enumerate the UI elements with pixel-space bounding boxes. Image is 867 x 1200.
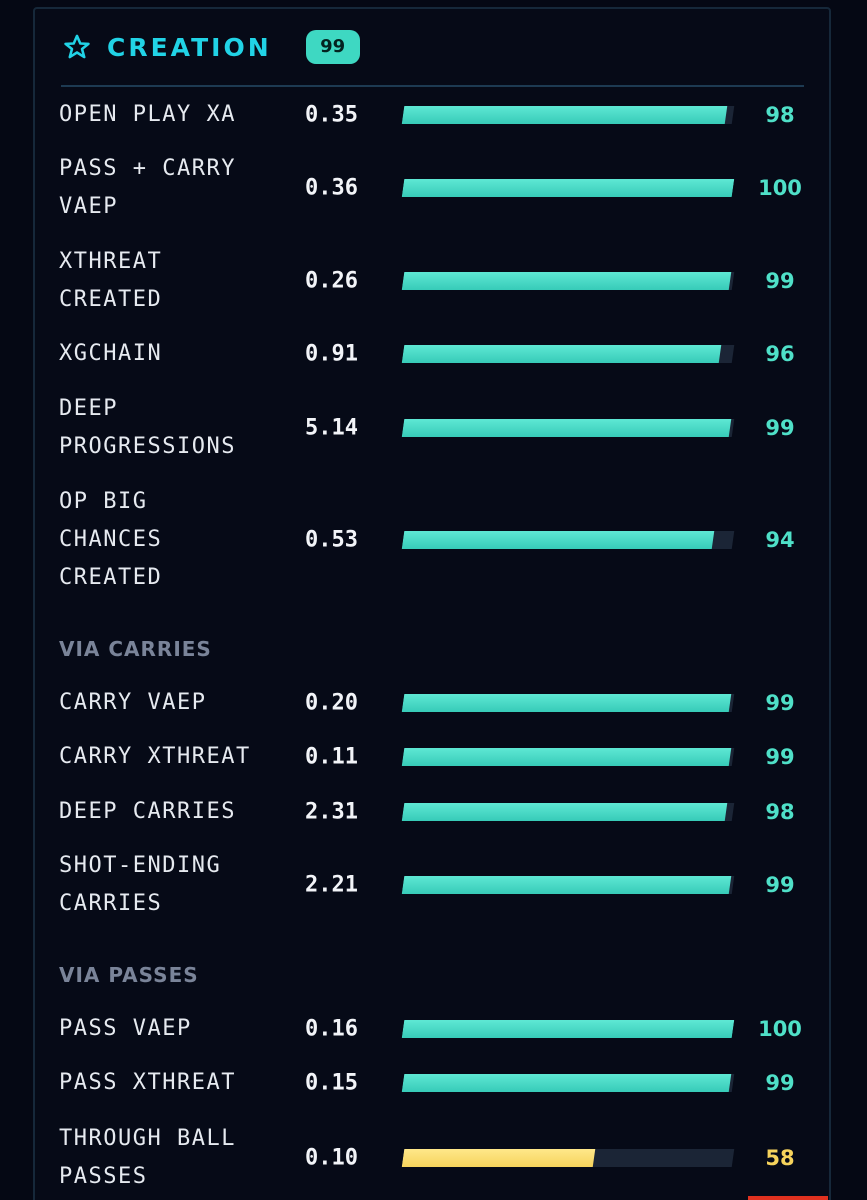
- metric-value: 0.15: [305, 1070, 358, 1096]
- panel-header: CREATION 99: [63, 29, 360, 65]
- metric-label: XGCHAIN: [59, 341, 163, 366]
- percentile-bar: [401, 419, 735, 437]
- header-divider: [61, 85, 804, 87]
- metric-value: 0.11: [305, 744, 358, 770]
- metric-row: XTHREAT CREATED 0.26 99: [0, 243, 867, 319]
- percentile-value: 98: [765, 800, 795, 824]
- percentile-bar-fill: [401, 272, 731, 290]
- metric-label: PASS + CARRY VAEP: [59, 156, 236, 219]
- percentile-bar-fill: [401, 419, 731, 437]
- metric-value: 2.31: [305, 799, 358, 825]
- percentile-bar: [401, 748, 735, 766]
- edge-marker: [748, 1196, 828, 1200]
- metric-value: 0.35: [305, 102, 358, 128]
- percentile-bar-fill: [401, 694, 731, 712]
- percentile-value: 99: [765, 873, 795, 897]
- metric-value: 0.26: [305, 268, 358, 294]
- percentile-value: 100: [758, 176, 802, 200]
- percentile-bar-fill: [401, 803, 728, 821]
- metric-row: XGCHAIN 0.91 96: [0, 335, 867, 373]
- percentile-bar-fill: [401, 531, 715, 549]
- metric-row: THROUGH BALL PASSES 0.10 58: [0, 1120, 867, 1196]
- percentile-value: 58: [765, 1146, 795, 1170]
- star-icon: [63, 32, 93, 62]
- percentile-bar: [401, 531, 735, 549]
- percentile-bar-fill: [401, 106, 728, 124]
- percentile-bar-fill: [401, 1020, 735, 1038]
- metric-row: PASS VAEP 0.16 100: [0, 1010, 867, 1048]
- metric-value: 0.91: [305, 341, 358, 367]
- percentile-bar-fill: [401, 1149, 596, 1167]
- metric-row: OPEN PLAY XA 0.35 98: [0, 96, 867, 134]
- percentile-value: 99: [765, 691, 795, 715]
- metric-value: 2.21: [305, 872, 358, 898]
- metric-label: XTHREAT CREATED: [59, 249, 163, 312]
- percentile-value: 99: [765, 269, 795, 293]
- percentile-bar-fill: [401, 179, 735, 197]
- metric-label: PASS XTHREAT: [59, 1070, 236, 1095]
- percentile-bar: [401, 1020, 735, 1038]
- percentile-value: 99: [765, 416, 795, 440]
- percentile-value: 96: [765, 342, 795, 366]
- percentile-bar: [401, 876, 735, 894]
- percentile-bar: [401, 179, 735, 197]
- metric-label: CARRY XTHREAT: [59, 744, 251, 769]
- metric-row: DEEP PROGRESSIONS 5.14 99: [0, 390, 867, 466]
- metric-value: 0.53: [305, 527, 358, 553]
- section-label-carries: VIA CARRIES: [59, 637, 212, 661]
- percentile-bar-fill: [401, 748, 731, 766]
- metric-row: CARRY XTHREAT 0.11 99: [0, 738, 867, 776]
- percentile-bar: [401, 1149, 735, 1167]
- percentile-bar: [401, 272, 735, 290]
- section-title: CREATION: [107, 32, 272, 62]
- percentile-value: 94: [765, 528, 795, 552]
- metric-value: 0.16: [305, 1016, 358, 1042]
- metric-value: 5.14: [305, 415, 358, 441]
- percentile-bar-fill: [401, 345, 722, 363]
- metric-label: DEEP PROGRESSIONS: [59, 396, 236, 459]
- percentile-bar: [401, 106, 735, 124]
- metric-label: THROUGH BALL PASSES: [59, 1126, 236, 1189]
- percentile-bar-fill: [401, 1074, 731, 1092]
- metric-label: CARRY VAEP: [59, 690, 207, 715]
- metric-row: SHOT-ENDING CARRIES 2.21 99: [0, 847, 867, 923]
- percentile-bar: [401, 694, 735, 712]
- metric-label: SHOT-ENDING CARRIES: [59, 853, 222, 916]
- percentile-value: 100: [758, 1017, 802, 1041]
- percentile-bar: [401, 345, 735, 363]
- percentile-value: 98: [765, 103, 795, 127]
- score-badge: 99: [305, 30, 360, 64]
- percentile-bar: [401, 1074, 735, 1092]
- section-label-passes: VIA PASSES: [59, 963, 199, 987]
- percentile-bar: [401, 803, 735, 821]
- creation-panel: [33, 7, 831, 1200]
- metric-value: 0.20: [305, 690, 358, 716]
- metric-label: DEEP CARRIES: [59, 799, 236, 824]
- percentile-bar-fill: [401, 876, 731, 894]
- metric-row: PASS + CARRY VAEP 0.36 100: [0, 150, 867, 226]
- metric-label: OPEN PLAY XA: [59, 102, 236, 127]
- metric-row: PASS XTHREAT 0.15 99: [0, 1064, 867, 1102]
- metric-label: OP BIG CHANCES CREATED: [59, 489, 163, 590]
- percentile-value: 99: [765, 745, 795, 769]
- percentile-value: 99: [765, 1071, 795, 1095]
- metric-label: PASS VAEP: [59, 1016, 192, 1041]
- metric-value: 0.10: [305, 1145, 358, 1171]
- metric-value: 0.36: [305, 175, 358, 201]
- metric-row: DEEP CARRIES 2.31 98: [0, 793, 867, 831]
- metric-row: CARRY VAEP 0.20 99: [0, 684, 867, 722]
- metric-row: OP BIG CHANCES CREATED 0.53 94: [0, 483, 867, 597]
